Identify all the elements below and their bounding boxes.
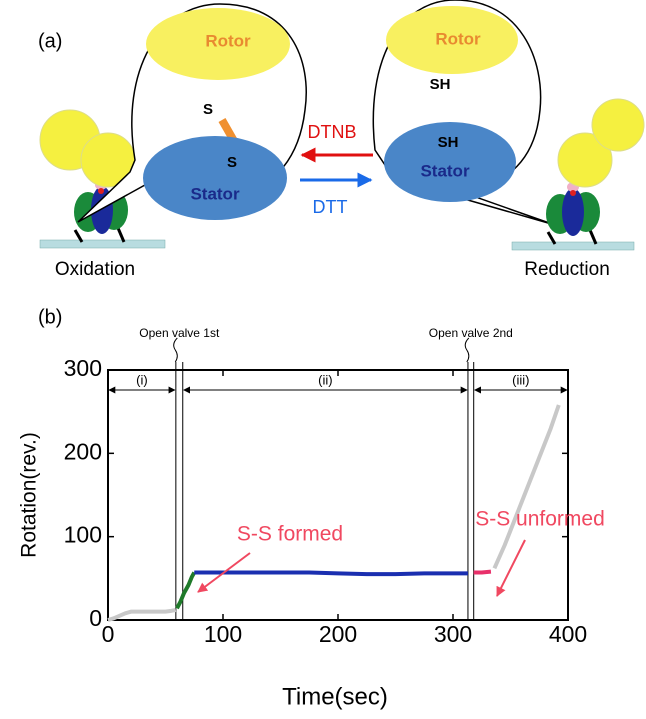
panel-a: (a) Rotor S S Stator DTNB DTT Ro xyxy=(38,0,644,280)
x-tick-label: 300 xyxy=(434,621,472,647)
data-line xyxy=(494,405,558,568)
y-axis-label: Rotation(rev.) xyxy=(18,432,41,558)
thiol-label: S xyxy=(227,154,237,171)
valve-label: Open valve 2nd xyxy=(429,326,513,340)
thiol-label: SH xyxy=(438,134,459,151)
valve-leader xyxy=(465,338,469,362)
state-label: Reduction xyxy=(524,259,610,280)
annotation: S-S formed xyxy=(237,523,343,546)
data-line xyxy=(108,610,176,620)
panel-b: (b) Time(sec) Rotation(rev.) 0 100 200 300 4… xyxy=(18,306,605,710)
x-tick-label: 0 xyxy=(102,621,115,647)
valve-label: Open valve 1st xyxy=(139,326,220,340)
plot-frame xyxy=(108,370,568,620)
valve-leader xyxy=(174,338,178,362)
stator-label: Stator xyxy=(420,161,470,180)
phase-label: (ii) xyxy=(318,372,332,387)
panel-label: (b) xyxy=(38,306,62,328)
x-tick-label: 200 xyxy=(319,621,357,647)
reagent-label: DTNB xyxy=(308,122,357,142)
x-tick-label: 400 xyxy=(549,621,587,647)
annotation: S-S unformed xyxy=(475,508,605,531)
phase-label: (i) xyxy=(136,372,148,387)
x-tick-label: 100 xyxy=(204,621,242,647)
state-label: Oxidation xyxy=(55,259,135,280)
reagent-label: DTT xyxy=(313,197,348,217)
data-line xyxy=(194,573,468,575)
thiol-label: S xyxy=(203,101,213,118)
data-line xyxy=(474,572,491,573)
y-tick-label: 300 xyxy=(64,355,102,381)
stator-label: Stator xyxy=(190,184,240,203)
x-axis-label: Time(sec) xyxy=(282,683,388,710)
panel-label: (a) xyxy=(38,30,62,52)
thiol-label: SH xyxy=(430,76,451,93)
y-tick-label: 100 xyxy=(64,522,102,548)
phase-label: (iii) xyxy=(512,372,529,387)
figure: (a) Rotor S S Stator DTNB DTT Ro xyxy=(0,0,646,719)
y-tick-label: 0 xyxy=(89,605,102,631)
data-line xyxy=(177,573,194,609)
y-tick-label: 200 xyxy=(64,438,102,464)
rotor-label: Rotor xyxy=(205,31,251,50)
rotor-label: Rotor xyxy=(435,29,481,48)
